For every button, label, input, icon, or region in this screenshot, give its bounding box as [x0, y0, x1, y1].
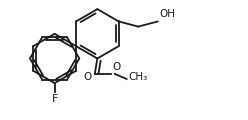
Text: CH₃: CH₃ [129, 72, 148, 82]
Text: O: O [113, 62, 121, 72]
Text: OH: OH [160, 9, 176, 19]
Text: F: F [51, 94, 58, 104]
Text: O: O [84, 72, 92, 82]
